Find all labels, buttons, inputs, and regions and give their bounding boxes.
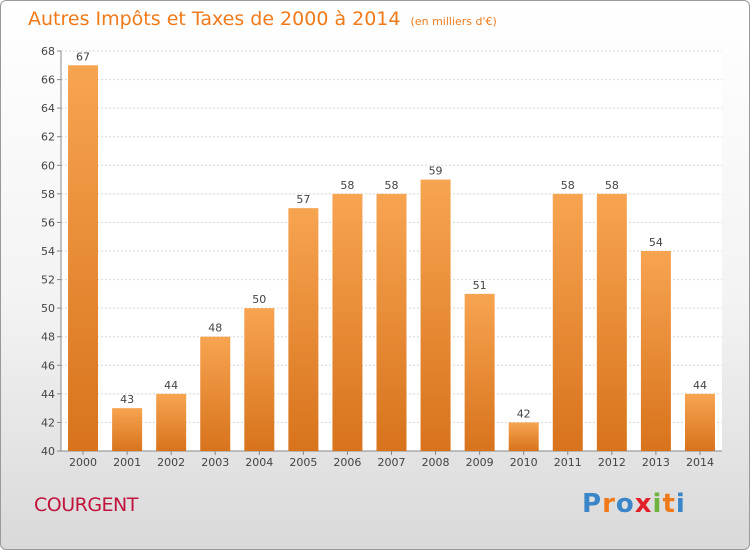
bar — [244, 308, 275, 451]
x-tick-label: 2014 — [686, 456, 714, 469]
y-tick-label: 60 — [41, 159, 55, 172]
bar — [508, 422, 539, 451]
y-tick-label: 62 — [41, 131, 55, 144]
bar — [332, 193, 363, 451]
x-tick-label: 2005 — [289, 456, 317, 469]
data-label: 54 — [649, 236, 663, 249]
x-tick-label: 2002 — [157, 456, 185, 469]
bar — [596, 193, 627, 451]
y-tick-label: 40 — [41, 445, 55, 458]
data-label: 57 — [296, 193, 310, 206]
x-tick-label: 2003 — [201, 456, 229, 469]
y-tick-label: 64 — [41, 102, 55, 115]
bar — [68, 65, 99, 452]
y-tick-label: 54 — [41, 245, 55, 258]
commune-name: COURGENT — [34, 494, 138, 516]
x-tick-label: 2004 — [245, 456, 273, 469]
data-label: 67 — [76, 50, 90, 63]
data-label: 42 — [517, 407, 531, 420]
x-tick-label: 2010 — [510, 456, 538, 469]
chart-title-text: Autres Impôts et Taxes de 2000 à 2014 — [28, 8, 401, 30]
data-label: 58 — [385, 179, 399, 192]
x-tick-label: 2012 — [598, 456, 626, 469]
logo-letter: t — [662, 489, 676, 519]
bar — [420, 179, 451, 452]
proxiti-logo: Proxiti — [582, 489, 686, 519]
x-tick-label: 2009 — [466, 456, 494, 469]
bar — [288, 208, 319, 451]
y-tick-label: 52 — [41, 274, 55, 287]
x-tick-label: 2000 — [69, 456, 97, 469]
x-tick-label: 2001 — [113, 456, 141, 469]
logo-letter: i — [652, 489, 663, 519]
data-label: 43 — [120, 393, 134, 406]
data-label: 58 — [605, 179, 619, 192]
data-label: 59 — [429, 165, 443, 178]
x-tick-label: 2013 — [642, 456, 670, 469]
data-label: 58 — [561, 179, 575, 192]
x-tick-label: 2008 — [422, 456, 450, 469]
chart-unit: (en milliers d'€) — [410, 15, 497, 28]
y-tick-label: 56 — [41, 216, 55, 229]
y-tick-label: 58 — [41, 188, 55, 201]
y-tick-label: 46 — [41, 359, 55, 372]
bar — [464, 293, 495, 451]
logo-letter: i — [675, 489, 686, 519]
y-tick-label: 44 — [41, 388, 55, 401]
logo-letter: r — [602, 489, 616, 519]
y-tick-label: 66 — [41, 74, 55, 87]
data-label: 51 — [473, 279, 487, 292]
y-tick-label: 50 — [41, 302, 55, 315]
data-label: 50 — [252, 293, 266, 306]
x-tick-label: 2006 — [333, 456, 361, 469]
logo-letter: o — [615, 489, 635, 519]
y-tick-label: 48 — [41, 331, 55, 344]
bar — [640, 251, 671, 451]
y-tick-label: 42 — [41, 416, 55, 429]
chart-title: Autres Impôts et Taxes de 2000 à 2014 (e… — [28, 8, 497, 30]
bar — [376, 193, 407, 451]
data-label: 48 — [208, 322, 222, 335]
bar — [112, 408, 143, 451]
x-tick-label: 2011 — [554, 456, 582, 469]
logo-letter: x — [634, 489, 653, 519]
data-label: 44 — [693, 379, 707, 392]
bar — [552, 193, 583, 451]
x-tick-label: 2007 — [378, 456, 406, 469]
data-label: 44 — [164, 379, 178, 392]
bar — [200, 336, 231, 451]
bar — [684, 393, 715, 451]
bar — [156, 393, 187, 451]
data-label: 58 — [340, 179, 354, 192]
y-tick-label: 68 — [41, 45, 55, 58]
logo-letter: P — [582, 489, 603, 519]
